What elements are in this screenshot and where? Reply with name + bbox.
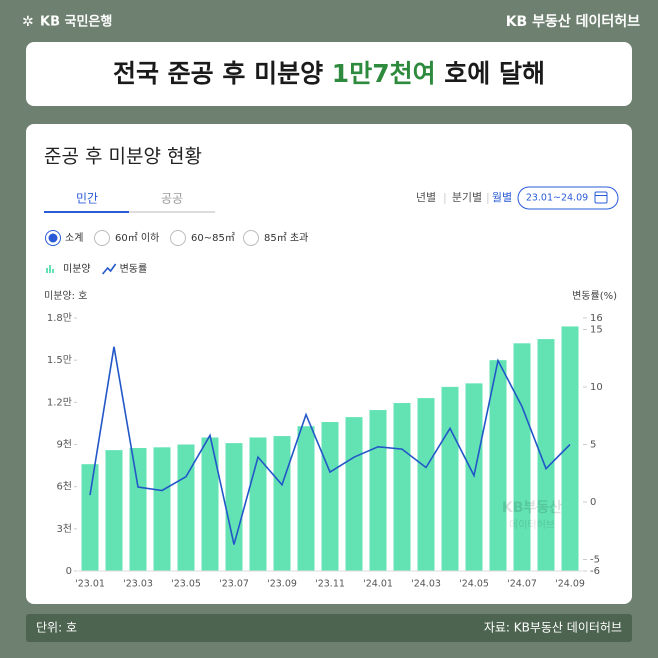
x-tick-label: '24.01 — [363, 579, 393, 590]
x-tick-label: '24.03 — [411, 579, 441, 590]
period-option[interactable]: 년별 — [416, 191, 436, 204]
y2-tick-label: 10 — [590, 382, 603, 393]
bar — [201, 437, 219, 571]
x-tick-label: '23.01 — [75, 579, 105, 590]
panel-heading: 준공 후 미분양 현황 — [44, 146, 202, 168]
bar — [489, 360, 507, 571]
x-tick-label: '23.09 — [267, 579, 297, 590]
line — [89, 346, 571, 545]
y2-tick-label: -5 — [590, 555, 600, 566]
bar — [393, 403, 411, 571]
x-tick-label: '23.11 — [315, 579, 345, 590]
separator: | — [443, 191, 447, 204]
x-tick-label: '23.05 — [171, 579, 201, 590]
bar — [441, 386, 459, 571]
radio-label: 85㎡ 초과 — [264, 232, 308, 244]
period-option[interactable]: 월별 — [492, 191, 512, 204]
y2-tick-label: 15 — [590, 325, 603, 336]
calendar-icon — [594, 191, 608, 204]
y-tick-label: 6천 — [56, 481, 72, 493]
watermark: KB부동산 — [502, 499, 562, 516]
bar — [369, 410, 387, 571]
y-axis-title: 미분양: 호 — [44, 290, 87, 302]
title: 전국 준공 후 미분양 1만7천여 호에 달해 — [113, 59, 545, 88]
legend-label: 변동률 — [120, 263, 148, 275]
legend-icon — [46, 268, 48, 273]
separator: | — [486, 191, 490, 204]
brand: KB 국민은행 — [40, 14, 112, 30]
title-part: 전국 준공 후 미분양 — [113, 59, 332, 88]
radio[interactable] — [243, 230, 259, 246]
bar — [105, 450, 123, 571]
watermark: 데이터허브 — [509, 519, 555, 531]
radio-label: 60~85㎡ — [191, 232, 235, 244]
source-note: 자료: KB부동산 데이터허브 — [484, 621, 622, 635]
x-tick-label: '23.03 — [123, 579, 153, 590]
title-highlight: 1만7천여 — [332, 59, 436, 88]
bar — [297, 426, 315, 571]
legend-icon — [49, 265, 51, 273]
y2-tick-label: 5 — [590, 440, 596, 451]
date-range-pill[interactable] — [517, 186, 619, 210]
x-tick-label: '23.07 — [219, 579, 249, 590]
tab[interactable]: 민간 — [76, 192, 98, 206]
y-tick-label: 1.2만 — [47, 396, 72, 408]
bar — [417, 398, 435, 571]
tab[interactable]: 공공 — [161, 192, 183, 206]
y2-tick-label: 16 — [590, 313, 603, 324]
bar — [513, 343, 531, 571]
y2-tick-label: 0 — [590, 497, 596, 508]
y-tick-label: 3천 — [56, 523, 72, 535]
y-tick-label: 1.8만 — [47, 312, 72, 324]
title-part: 호에 달해 — [436, 59, 545, 88]
x-tick-label: '24.05 — [459, 579, 489, 590]
y-tick-label: 0 — [66, 566, 72, 577]
bar — [177, 444, 195, 571]
bar — [321, 422, 339, 571]
bar — [225, 443, 243, 571]
radio[interactable] — [94, 230, 110, 246]
bar — [129, 448, 147, 571]
legend-label: 미분양 — [63, 263, 91, 275]
bar — [561, 326, 579, 571]
bar — [273, 436, 291, 571]
y2-axis-title: 변동률(%) — [572, 290, 617, 302]
date-range: 23.01~24.09 — [526, 193, 588, 204]
legend-icon — [101, 263, 117, 275]
unit-note: 단위: 호 — [36, 621, 77, 635]
title-box — [26, 42, 632, 106]
y-tick-label: 1.5만 — [47, 354, 72, 366]
legend-icon — [52, 269, 54, 273]
bar — [81, 464, 99, 571]
period-option[interactable]: 분기별 — [452, 191, 482, 204]
service-name: KB 부동산 데이터허브 — [506, 13, 640, 30]
radio-label: 소계 — [65, 232, 83, 244]
radio[interactable] — [170, 230, 186, 246]
bar — [345, 417, 363, 571]
x-tick-label: '24.09 — [555, 579, 585, 590]
y-tick-label: 9천 — [56, 439, 72, 451]
star-icon: ✲ — [22, 14, 34, 30]
footer-bar — [26, 614, 632, 642]
radio-dot — [48, 233, 58, 243]
y2-tick-label: -6 — [590, 566, 600, 577]
bar — [537, 339, 555, 571]
legend: 미분양 변동률 — [46, 263, 147, 275]
radio-label: 60㎡ 이하 — [115, 231, 159, 244]
bar — [153, 447, 171, 571]
x-tick-label: '24.07 — [507, 579, 537, 590]
